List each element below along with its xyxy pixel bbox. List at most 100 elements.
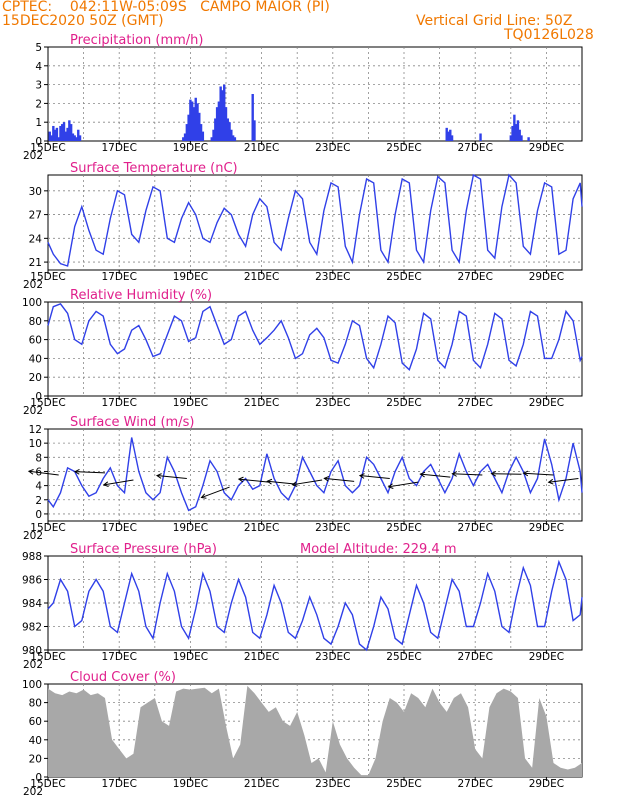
precip-bar	[445, 127, 448, 141]
x-tick-label: 27DEC	[457, 142, 492, 154]
x-tick-label: 17DEC	[101, 522, 136, 534]
x-tick-label: 27DEC	[457, 397, 492, 409]
panel-title: Surface Pressure (hPa)	[70, 542, 217, 557]
x-tick-label: 21DEC	[244, 142, 279, 154]
panel-title: Surface Temperature (nC)	[70, 161, 238, 176]
precip-bar	[479, 133, 482, 141]
x-tick-label: 23DEC	[315, 522, 350, 534]
wind-arrow	[388, 481, 419, 488]
y-tick-label: 2	[35, 495, 42, 507]
y-tick-label: 0	[35, 772, 42, 784]
x-tick-label: 21DEC	[244, 651, 279, 663]
year-label: 202	[23, 279, 43, 291]
precip-bar	[71, 133, 75, 141]
precip-bar	[57, 137, 60, 141]
year-label: 202	[23, 659, 43, 671]
x-tick-label: 19DEC	[173, 271, 208, 283]
x-tick-label: 23DEC	[315, 271, 350, 283]
x-tick-label: 29DEC	[529, 778, 564, 790]
precip-bar	[192, 107, 196, 141]
precip-bar	[251, 94, 254, 141]
x-tick-label: 29DEC	[529, 142, 564, 154]
x-tick-label: 25DEC	[386, 271, 421, 283]
altitude-label: Model Altitude: 229.4 m	[300, 542, 457, 557]
precip-bar	[226, 118, 229, 141]
precip-bar	[53, 129, 57, 141]
precip-bar	[219, 86, 222, 141]
wind-arrow-head	[73, 469, 80, 475]
x-tick-label: 25DEC	[386, 522, 421, 534]
y-tick-label: 2	[35, 98, 42, 110]
wind-arrow	[201, 486, 230, 499]
wind-arrow	[420, 473, 451, 478]
precip-bar	[527, 137, 530, 141]
precip-bar	[516, 120, 520, 141]
x-tick-label: 27DEC	[457, 522, 492, 534]
precip-bar	[62, 122, 66, 141]
x-tick-label: 15DEC	[30, 651, 65, 663]
precip-bar	[253, 120, 256, 141]
precip-bar	[73, 135, 76, 141]
y-tick-label: 4	[35, 481, 42, 493]
precip-bar	[52, 125, 55, 141]
x-tick-label: 23DEC	[315, 651, 350, 663]
panel-frame	[47, 301, 583, 397]
y-tick-label: 60	[29, 335, 42, 347]
wind-arrow	[523, 472, 554, 476]
x-tick-label: 23DEC	[315, 778, 350, 790]
wind-arrow-head	[237, 476, 244, 483]
wind-arrow	[103, 479, 134, 486]
y-tick-label: 0	[35, 391, 42, 403]
wind-arrow	[238, 478, 269, 483]
series-line	[47, 173, 583, 267]
x-tick-label: 23DEC	[315, 142, 350, 154]
wind-arrow	[292, 479, 323, 486]
x-tick-label: 15DEC	[30, 522, 65, 534]
wind-arrow-head	[266, 478, 273, 485]
precip-bar	[224, 107, 228, 141]
wind-arrow-head	[358, 473, 365, 479]
precip-bar	[509, 135, 512, 141]
x-tick-label: 21DEC	[244, 778, 279, 790]
x-tick-label: 17DEC	[101, 142, 136, 154]
y-tick-label: 3	[35, 80, 42, 92]
year-label: 202	[23, 150, 43, 162]
y-tick-label: 24	[29, 233, 43, 245]
wind-arrow-head	[547, 478, 554, 485]
panel-title: Surface Wind (m/s)	[70, 415, 194, 430]
x-tick-label: 29DEC	[529, 397, 564, 409]
precip-bar	[61, 124, 64, 141]
x-tick-label: 19DEC	[173, 778, 208, 790]
model-code: TQ0126L028	[504, 27, 594, 43]
x-tick-label: 17DEC	[101, 778, 136, 790]
precip-bar	[187, 114, 190, 141]
y-tick-label: 100	[22, 679, 42, 691]
series-line	[47, 437, 583, 512]
y-tick-label: 986	[22, 575, 42, 587]
precip-bar	[231, 135, 235, 141]
precip-bar	[185, 124, 189, 141]
precip-bar	[183, 133, 187, 141]
series-line	[47, 303, 583, 371]
precip-bar	[520, 135, 523, 141]
x-tick-label: 29DEC	[529, 651, 564, 663]
x-tick-label: 27DEC	[457, 651, 492, 663]
wind-arrow	[74, 471, 105, 474]
x-tick-label: 27DEC	[457, 778, 492, 790]
y-tick-label: 8	[35, 452, 42, 464]
precip-bar	[447, 131, 450, 141]
precip-bar	[77, 129, 80, 141]
precip-bar	[55, 127, 59, 141]
y-tick-label: 980	[22, 645, 42, 657]
wind-arrow	[359, 475, 390, 480]
panel-frame	[47, 46, 583, 142]
precip-bar	[59, 125, 62, 141]
precip-bar	[449, 129, 452, 141]
wind-arrow	[156, 475, 187, 480]
x-tick-label: 15DEC	[30, 142, 65, 154]
x-tick-label: 19DEC	[173, 397, 208, 409]
y-tick-label: 0	[35, 509, 42, 521]
y-tick-label: 40	[29, 735, 42, 747]
y-tick-label: 0	[35, 136, 42, 148]
